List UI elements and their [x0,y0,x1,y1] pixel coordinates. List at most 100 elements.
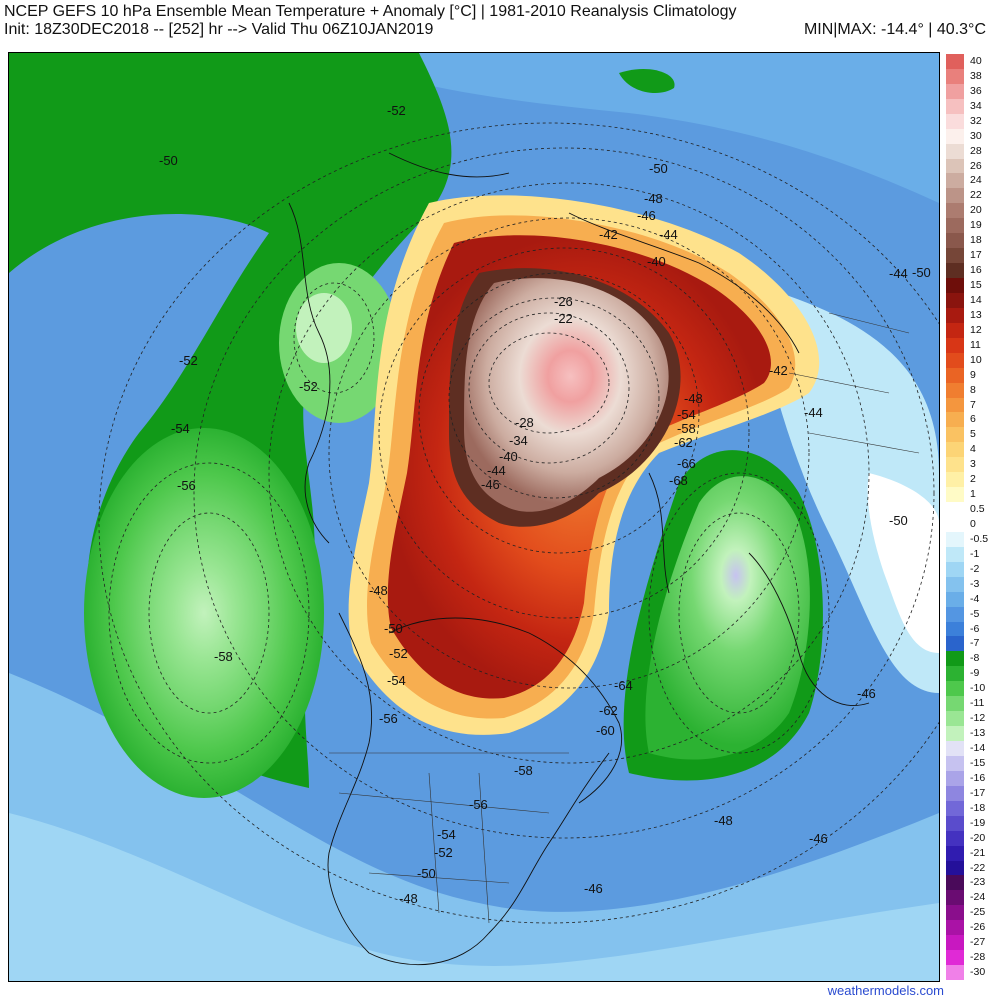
map-canvas: -50 -52 -50 -52 -54 -56 -58 -52 -48 -46 … [9,53,939,981]
contour-label: -26 [554,294,573,309]
legend-swatch [946,263,964,279]
legend-swatch [946,322,964,339]
legend-label: -10 [970,682,986,695]
legend-label: -23 [970,876,986,889]
legend-swatch [946,233,964,249]
legend-label: -26 [970,921,986,934]
legend-label: 16 [970,264,982,277]
contour-label: -40 [499,449,518,464]
contour-label: -54 [387,673,406,688]
legend-label: 40 [970,55,982,67]
contour-label: -54 [677,407,696,422]
legend-swatch [946,890,964,906]
contour-label: -34 [509,433,528,448]
legend-label: 5 [970,428,976,441]
contour-label: -46 [584,881,603,896]
siberian-trough-center [296,293,352,363]
isotherm-contours [98,122,939,924]
color-scale-legend: 40 38 36 34 32 30 28 26 24 22 20 19 18 17 16 15 14 13 12 11… [946,54,1000,981]
contour-label: -50 [159,153,178,168]
contour-label: -44 [889,266,908,281]
contour-label: -58 [677,421,696,436]
legend-label: 9 [970,368,976,381]
legend-swatch [946,546,964,563]
legend-label: -24 [970,891,986,904]
legend-swatch [946,696,964,712]
contour-label: -44 [804,405,823,420]
legend-label: -0.5 [970,532,989,545]
legend-label: -30 [970,966,986,979]
contour-label: -58 [214,649,233,664]
contour-label: -52 [387,103,406,118]
greenland-coast [648,472,670,594]
contour-label: -42 [599,227,618,242]
legend-label: -28 [970,951,986,964]
legend-swatch [946,591,964,608]
contour-label: -50 [889,513,908,528]
legend-swatch [946,128,964,145]
southern-lighter-blue-band [9,813,939,981]
legend-swatch [946,68,964,85]
legend-swatch [946,651,964,667]
legend-swatch [946,83,964,100]
legend-label: -9 [970,667,980,680]
contour-label: -54 [171,421,190,436]
map-title: NCEP GEFS 10 hPa Ensemble Mean Temperatu… [4,3,737,20]
legend-swatch [946,457,964,473]
legend-label: -4 [970,592,980,605]
north-green-patch [619,68,675,93]
legend-swatch [946,920,964,936]
legend-label: -6 [970,622,980,635]
legend-label: 18 [970,234,982,247]
legend-swatch [946,472,964,488]
legend-swatch [946,337,964,354]
legend-label: 7 [970,398,976,411]
contour-label: -56 [379,711,398,726]
min-max-readout: MIN|MAX: -14.4° | 40.3°C [803,21,986,38]
legend-swatch [946,307,964,324]
legend-label: 0 [970,518,976,530]
north-blue-band [9,53,939,203]
legend-label: 11 [970,338,981,351]
legend-label: 3 [970,458,976,471]
legend-swatch [946,442,964,458]
legend-label: -27 [970,936,986,949]
japan-coast [388,152,510,178]
legend-label: -8 [970,652,980,665]
legend-swatch [946,950,964,966]
north-america-west-coast [327,612,610,966]
contour-label: -50 [384,621,403,636]
legend-label: -19 [970,816,986,829]
contour-label: -56 [469,797,488,812]
legend-swatch [946,905,964,921]
legend-label: -2 [970,562,980,575]
legend-swatch [946,203,964,219]
legend-label: -13 [970,727,986,740]
contour-label: -52 [179,353,198,368]
legend-label: 20 [970,204,982,217]
legend-label: 17 [970,249,982,262]
contour-label: -50 [912,265,931,280]
legend-label: -3 [970,577,980,590]
legend-label: 2 [970,473,976,486]
legend-swatch [946,621,964,637]
legend-label: 8 [970,383,976,396]
legend-swatch [946,711,964,727]
legend-swatch [946,770,964,787]
contour-label: -68 [669,473,688,488]
contour-label: -60 [596,723,615,738]
east-white-patch [867,473,939,653]
legend-label: 19 [970,219,982,232]
legend-label: 38 [970,69,982,82]
legend-label: 6 [970,413,976,426]
legend-label: 15 [970,279,982,292]
europe-coast [748,552,870,706]
source-credit: weathermodels.com [827,983,944,998]
legend-label: 28 [970,144,982,157]
legend-label: 1 [970,488,976,501]
legend-label: -22 [970,861,986,874]
contour-label: -48 [644,191,663,206]
legend-swatch [946,965,964,981]
legend-swatch [946,755,964,772]
political-borders [329,312,920,924]
